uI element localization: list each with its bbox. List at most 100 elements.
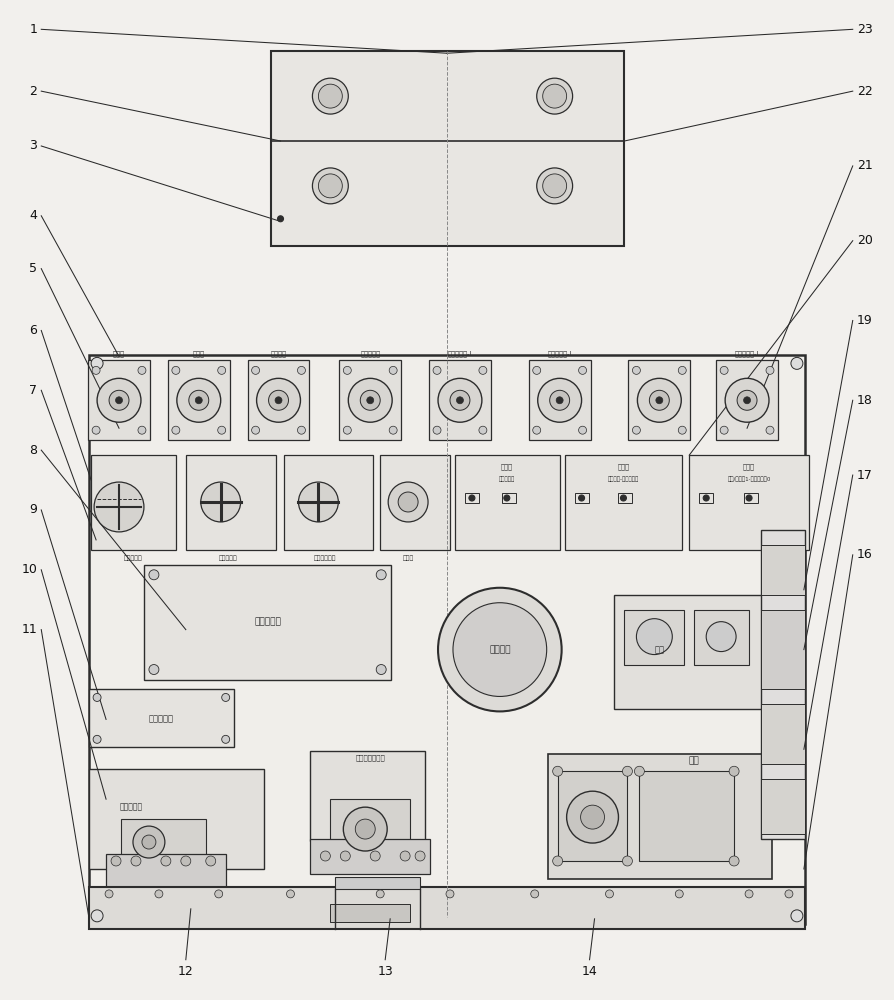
Circle shape	[367, 397, 374, 404]
Circle shape	[105, 890, 113, 898]
Circle shape	[721, 426, 728, 434]
Text: 7: 7	[30, 384, 38, 397]
Circle shape	[172, 366, 180, 374]
Circle shape	[656, 397, 662, 404]
Circle shape	[737, 390, 757, 410]
Bar	[455, 455, 560, 550]
Bar	[761, 545, 805, 595]
Bar	[744, 493, 758, 503]
Circle shape	[251, 426, 259, 434]
Bar	[429, 360, 491, 440]
Bar	[271, 51, 624, 246]
Circle shape	[533, 426, 541, 434]
Circle shape	[533, 366, 541, 374]
Circle shape	[343, 807, 387, 851]
Bar	[624, 610, 684, 665]
Text: 17: 17	[856, 469, 873, 482]
Bar	[186, 455, 275, 550]
Circle shape	[286, 890, 294, 898]
Circle shape	[543, 84, 567, 108]
Bar	[565, 455, 682, 550]
Circle shape	[649, 390, 670, 410]
Bar	[639, 771, 734, 861]
Bar	[619, 493, 632, 503]
Circle shape	[537, 378, 582, 422]
Bar	[331, 904, 410, 922]
Circle shape	[218, 366, 225, 374]
Circle shape	[725, 378, 769, 422]
Text: 8: 8	[30, 444, 38, 457]
Bar	[614, 595, 799, 709]
Text: 10: 10	[21, 563, 38, 576]
Bar	[248, 360, 309, 440]
Text: 16: 16	[856, 548, 873, 561]
Circle shape	[531, 890, 539, 898]
Bar	[89, 360, 150, 440]
Circle shape	[195, 397, 202, 404]
Circle shape	[730, 766, 739, 776]
Text: 1: 1	[30, 23, 38, 36]
Circle shape	[536, 78, 573, 114]
Circle shape	[637, 378, 681, 422]
Bar	[89, 887, 805, 929]
Bar	[761, 530, 805, 839]
Circle shape	[766, 426, 774, 434]
Circle shape	[268, 390, 289, 410]
Circle shape	[578, 426, 586, 434]
Circle shape	[635, 766, 645, 776]
Text: 12: 12	[178, 965, 194, 978]
Bar	[89, 355, 805, 924]
Circle shape	[312, 78, 349, 114]
Circle shape	[257, 378, 300, 422]
Bar	[558, 771, 628, 861]
Text: 补给调压风率: 补给调压风率	[314, 555, 337, 561]
Circle shape	[251, 366, 259, 374]
Circle shape	[556, 397, 563, 404]
Bar	[699, 493, 713, 503]
Circle shape	[679, 426, 687, 434]
Text: 副阀: 副阀	[654, 645, 664, 654]
Circle shape	[299, 482, 338, 522]
Text: 3: 3	[30, 139, 38, 152]
Circle shape	[550, 390, 569, 410]
Text: 火焰截断阀: 火焰截断阀	[123, 555, 142, 561]
Bar	[628, 360, 690, 440]
Circle shape	[155, 890, 163, 898]
Circle shape	[632, 426, 640, 434]
Bar	[761, 779, 805, 834]
Circle shape	[791, 910, 803, 922]
Circle shape	[215, 890, 223, 898]
Circle shape	[785, 890, 793, 898]
Text: 13: 13	[377, 965, 393, 978]
Bar	[528, 360, 591, 440]
Bar	[380, 455, 450, 550]
Circle shape	[298, 426, 306, 434]
Circle shape	[679, 366, 687, 374]
Circle shape	[675, 890, 683, 898]
Circle shape	[622, 856, 632, 866]
Circle shape	[401, 851, 410, 861]
Circle shape	[433, 366, 441, 374]
Text: 作用管一-操纵作用管: 作用管一-操纵作用管	[608, 476, 639, 482]
Circle shape	[312, 168, 349, 204]
Circle shape	[93, 693, 101, 701]
Text: 制动缸管: 制动缸管	[271, 350, 286, 357]
Text: 制动作用管-I: 制动作用管-I	[547, 350, 572, 357]
Text: 6: 6	[30, 324, 38, 337]
Circle shape	[543, 174, 567, 198]
Bar	[144, 565, 392, 680]
Bar	[89, 769, 264, 869]
Text: 自用制气操纵阀: 自用制气操纵阀	[355, 754, 385, 761]
Text: 18: 18	[856, 394, 873, 407]
Circle shape	[791, 357, 803, 369]
Text: 21: 21	[856, 159, 873, 172]
Circle shape	[433, 426, 441, 434]
Text: 补充减压阀: 补充减压阀	[148, 714, 173, 723]
Circle shape	[142, 835, 156, 849]
Bar	[761, 610, 805, 689]
Circle shape	[446, 890, 454, 898]
Text: 双向阀: 双向阀	[501, 464, 513, 470]
Circle shape	[632, 366, 640, 374]
Bar	[121, 819, 206, 864]
Bar	[340, 360, 401, 440]
